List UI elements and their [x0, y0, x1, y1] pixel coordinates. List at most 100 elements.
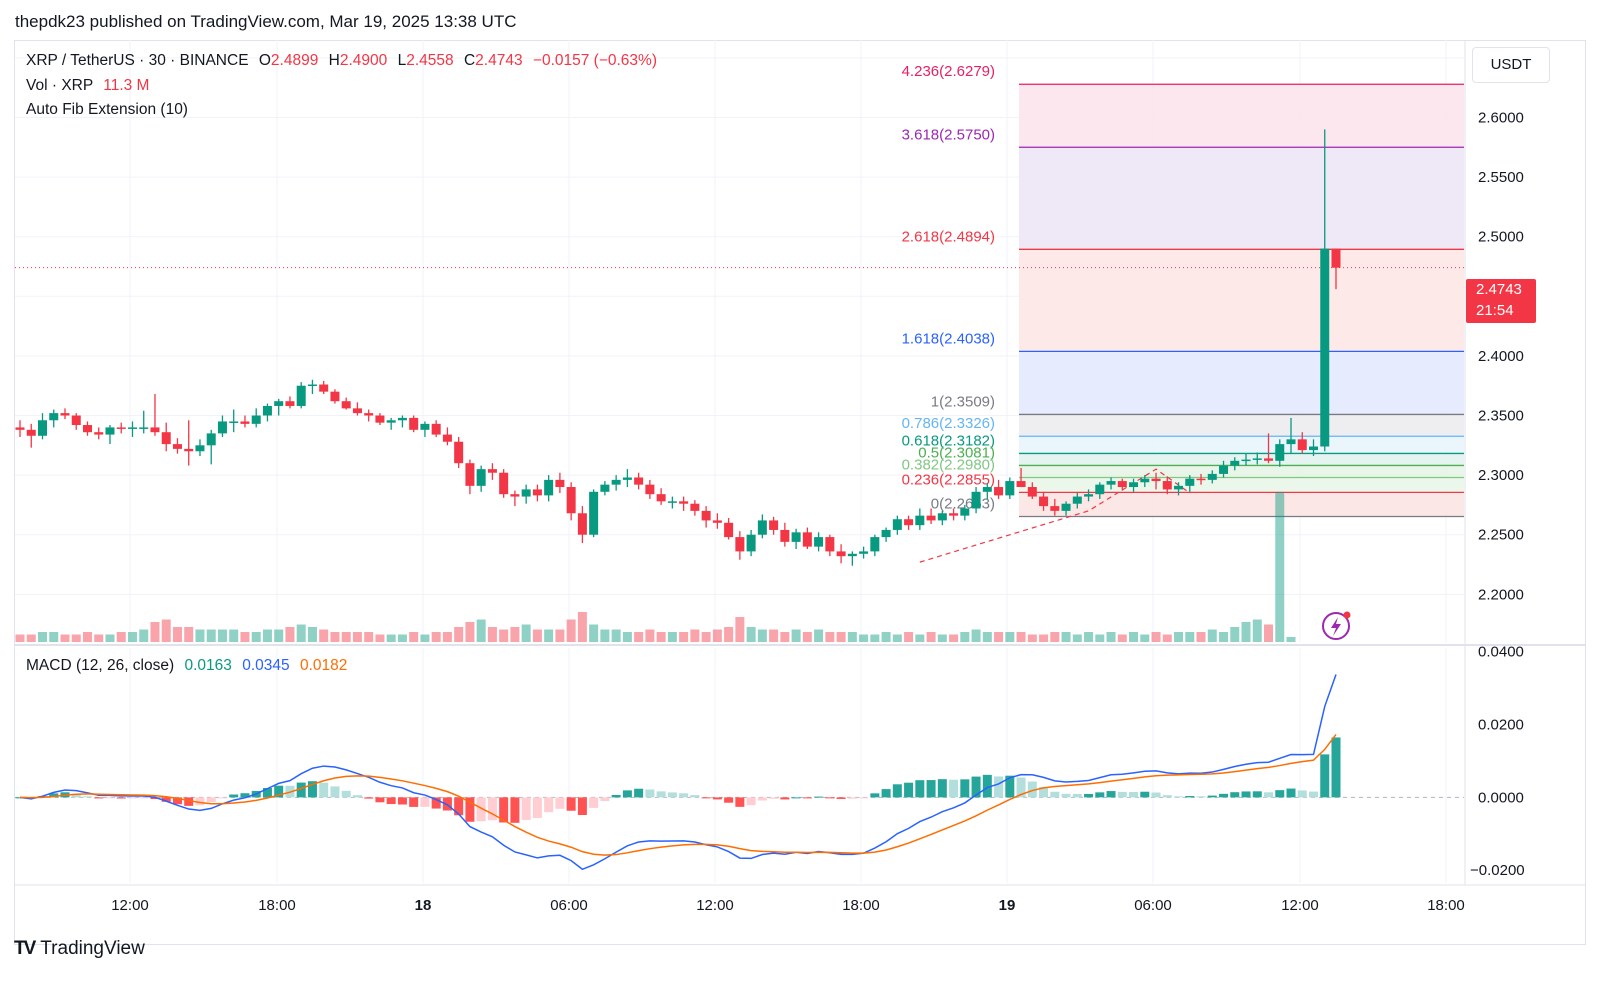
candle-body — [217, 421, 227, 434]
volume-bar — [769, 629, 779, 642]
volume-bar — [15, 634, 25, 642]
candle-body — [589, 491, 599, 535]
macd-histogram-bar — [431, 797, 441, 809]
candle-body — [1106, 481, 1116, 485]
candle-body — [724, 522, 734, 538]
volume-bar — [634, 632, 644, 642]
volume-bar — [701, 632, 711, 642]
candle-body — [94, 432, 104, 435]
volume-bar — [1162, 634, 1172, 642]
macd-histogram-bar — [1005, 775, 1015, 798]
candle-body — [1072, 496, 1082, 504]
candle-body — [1275, 444, 1285, 461]
candle-body — [1320, 248, 1330, 447]
macd-histogram-bar — [71, 793, 81, 798]
candle-body — [532, 489, 542, 496]
candle-body — [712, 520, 722, 523]
symbol-name[interactable]: XRP / TetherUS · 30 · BINANCE — [26, 52, 249, 69]
volume-bar — [1027, 634, 1037, 642]
macd-histogram-bar — [442, 797, 452, 811]
volume-bar — [262, 629, 272, 642]
volume-bar — [251, 632, 261, 642]
symbol-legend: XRP / TetherUS · 30 · BINANCE O2.4899 H2… — [26, 52, 657, 70]
candle-body — [240, 421, 250, 424]
macd-histogram-bar — [240, 793, 250, 798]
candle-body — [1129, 482, 1139, 488]
macd-axis-label: 0.0000 — [1478, 789, 1524, 806]
candle-body — [1174, 485, 1184, 490]
macd-histogram-bar — [139, 797, 149, 799]
fib-level-label: 1(2.3509) — [931, 393, 995, 410]
volume-bar — [386, 634, 396, 642]
macd-histogram-bar — [386, 797, 396, 805]
volume-label[interactable]: Vol · XRP — [26, 77, 93, 94]
candle-body — [667, 501, 677, 503]
candle-body — [352, 408, 362, 414]
axes: 2.65002.60002.55002.50002.45002.40002.35… — [111, 50, 1524, 914]
candle-body — [1050, 506, 1060, 511]
candle-body — [330, 391, 340, 402]
volume-bar — [1230, 627, 1240, 642]
volume-bar — [982, 632, 992, 642]
candle-body — [285, 401, 295, 406]
volume-bar — [949, 634, 959, 642]
volume-bar — [1016, 632, 1026, 642]
macd-histogram-bar — [352, 795, 362, 798]
candle-body — [521, 489, 531, 497]
candle-body — [971, 491, 981, 509]
volume-bar — [544, 629, 554, 642]
volume-bar — [1275, 492, 1285, 642]
candle-body — [847, 553, 857, 557]
volume-bar — [206, 629, 216, 642]
open-value: 2.4899 — [270, 52, 319, 69]
macd-histogram-bar — [544, 797, 554, 813]
volume-bar — [667, 632, 677, 642]
volume-bar — [37, 632, 47, 642]
candle-body — [37, 420, 47, 436]
candle-body — [454, 441, 464, 464]
time-axis-label: 19 — [999, 897, 1016, 914]
tradingview-brand: TradingView — [40, 938, 145, 959]
candle-body — [139, 427, 149, 429]
macd-histogram-bar — [667, 792, 677, 798]
candle-body — [499, 472, 509, 495]
volume-bar — [420, 634, 430, 642]
macd-histogram-bar — [994, 776, 1004, 798]
volume-bar — [735, 617, 745, 642]
candle-body — [195, 445, 205, 452]
candle-body — [82, 425, 92, 433]
macd-legend[interactable]: MACD (12, 26, close) 0.0163 0.0345 0.018… — [26, 657, 347, 675]
volume-bar — [1140, 634, 1150, 642]
macd-histogram-bar — [566, 797, 576, 811]
candle-body — [397, 417, 407, 421]
macd-histogram-bar — [1286, 788, 1296, 798]
candle-body — [949, 513, 959, 516]
macd-histogram-bar — [521, 797, 531, 821]
macd-histogram-bar — [150, 797, 160, 800]
time-axis-label: 06:00 — [550, 897, 588, 914]
candle-body — [566, 487, 576, 514]
macd-histogram-bar — [1185, 796, 1195, 798]
macd-histogram-bar — [769, 797, 779, 799]
volume-bar — [566, 619, 576, 642]
candle-body — [274, 401, 284, 406]
macd-histogram-bar — [645, 789, 655, 798]
volume-bar — [960, 632, 970, 642]
fib-legend[interactable]: Auto Fib Extension (10) — [26, 101, 188, 119]
macd-histogram-bar — [589, 797, 599, 808]
macd-histogram-bar — [735, 797, 745, 807]
volume-bar — [600, 629, 610, 642]
candle-body — [746, 534, 756, 552]
candle-body — [1264, 458, 1274, 461]
volume-bar — [937, 634, 947, 642]
tradingview-footer[interactable]: TV TradingView — [14, 938, 145, 960]
candle-body — [296, 385, 306, 406]
candle-body — [577, 513, 587, 535]
volume-bar — [116, 632, 126, 642]
currency-button[interactable]: USDT — [1472, 47, 1550, 83]
volume-bar — [274, 629, 284, 642]
volume-bar — [532, 629, 542, 642]
volume-bar — [679, 632, 689, 642]
volume-bar — [1286, 637, 1296, 642]
